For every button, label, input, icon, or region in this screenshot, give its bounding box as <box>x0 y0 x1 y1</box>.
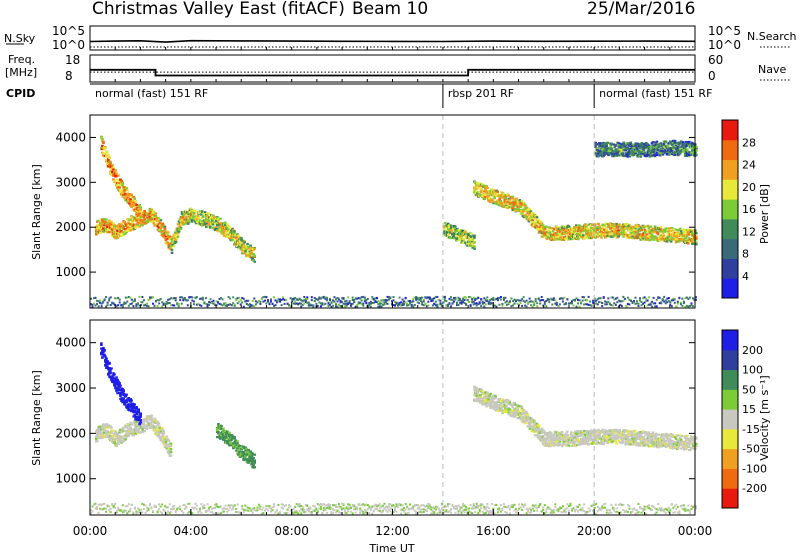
power-colorbar-frame <box>721 119 739 299</box>
vel-colorbar-swatch-6 <box>722 369 738 390</box>
freq-label-line1: Freq. <box>8 53 35 66</box>
xtick-label-4: 16:00 <box>476 524 511 538</box>
power-ylabel: Slant Range [km] <box>30 164 43 260</box>
nsky-label: N.Sky <box>4 32 36 45</box>
power-colorbar-swatch-8 <box>722 120 738 141</box>
xtick-label-6: 00:00 <box>678 524 713 538</box>
power-ytick-0: 1000 <box>55 265 86 279</box>
power-ytick-3: 4000 <box>55 130 86 144</box>
station-title: Christmas Valley East (fitACF) <box>92 0 345 19</box>
vel-feature-3 <box>473 385 698 452</box>
power-colorbar-tick-0: 4 <box>742 270 749 283</box>
power-colorbar-swatch-5 <box>722 179 738 200</box>
xtick-label-0: 00:00 <box>73 524 108 538</box>
vel-colorbar-swatch-7 <box>722 349 738 371</box>
nave-tick-bottom: 0 <box>708 69 716 83</box>
vel-colorbar-tick-2: 50 <box>742 383 756 396</box>
vel-ytick-0: 1000 <box>55 472 86 486</box>
date-label: 25/Mar/2016 <box>587 0 695 19</box>
power-feature-3 <box>442 221 476 250</box>
velocity-colorbar-label: Velocity [m s⁻¹] <box>758 375 771 460</box>
vel-colorbar-tick-3: 15 <box>742 403 756 416</box>
power-feature-4 <box>473 180 698 246</box>
nsearch-tick-top: 10^5 <box>708 24 741 38</box>
velocity-ylabel: Slant Range [km] <box>30 370 43 466</box>
vel-feature-0 <box>95 414 173 457</box>
freq-label-line2: [MHz] <box>5 66 37 79</box>
power-feature-5 <box>594 139 698 158</box>
power-feature-0 <box>95 207 173 251</box>
nsearch-tick-bottom: 10^0 <box>708 38 741 52</box>
power-feature-2 <box>170 207 256 263</box>
freq-tick-bottom: 8 <box>65 69 73 83</box>
power-colorbar-swatch-0 <box>722 278 738 299</box>
vel-ytick-1: 2000 <box>55 426 86 440</box>
power-colorbar-swatch-7 <box>722 139 738 161</box>
power-colorbar-tick-2: 12 <box>742 225 756 238</box>
cpid-segment-1: rbsp 201 RF <box>448 87 514 100</box>
xtick-label-5: 20:00 <box>577 524 612 538</box>
power-colorbar-tick-5: 24 <box>742 159 756 172</box>
nsearch-label: N.Search <box>747 30 797 43</box>
power-colorbar-label: Power [dB] <box>758 184 771 244</box>
cpid-segment-2: normal (fast) 151 RF <box>599 87 712 100</box>
xtick-label-2: 08:00 <box>274 524 309 538</box>
vel-colorbar-swatch-3 <box>722 428 738 450</box>
vel-feature-1 <box>100 342 142 426</box>
vel-ytick-3: 4000 <box>55 336 86 350</box>
cpid-segment-0: normal (fast) 151 RF <box>95 87 208 100</box>
power-colorbar-swatch-3 <box>722 218 738 240</box>
vel-ground-scatter <box>90 502 697 515</box>
nave-label: Nave <box>758 63 786 76</box>
power-feature-1 <box>100 135 142 222</box>
nsky-tick-bottom: 10^0 <box>52 38 85 52</box>
vel-colorbar-tick-4: -15 <box>742 423 760 436</box>
power-colorbar-tick-6: 28 <box>742 136 756 149</box>
vel-colorbar-swatch-2 <box>722 448 738 469</box>
vel-colorbar-swatch-0 <box>722 488 738 509</box>
xtick-label-3: 12:00 <box>375 524 410 538</box>
vel-ytick-2: 3000 <box>55 381 86 395</box>
vel-colorbar-swatch-4 <box>722 409 738 430</box>
vel-colorbar-tick-6: -100 <box>742 462 767 475</box>
vel-colorbar-frame <box>721 329 739 509</box>
power-colorbar-swatch-2 <box>722 238 738 259</box>
vel-colorbar-swatch-8 <box>722 330 738 351</box>
power-colorbar-tick-4: 20 <box>742 181 756 194</box>
power-ytick-2: 3000 <box>55 175 86 189</box>
vel-colorbar-swatch-1 <box>722 468 738 489</box>
vel-colorbar-tick-0: 200 <box>742 344 763 357</box>
vel-colorbar-tick-1: 100 <box>742 364 763 377</box>
power-colorbar-swatch-6 <box>722 159 738 180</box>
power-colorbar-swatch-1 <box>722 258 738 279</box>
xtick-label-1: 04:00 <box>174 524 209 538</box>
nsky-tick-top: 10^5 <box>52 24 85 38</box>
nsky-line <box>89 39 696 43</box>
power-colorbar-swatch-4 <box>722 199 738 220</box>
vel-colorbar-tick-5: -50 <box>742 443 760 456</box>
power-colorbar-tick-3: 16 <box>742 203 756 216</box>
nsky-panel: 10^5 10^0 10^5 10^0 <box>52 24 741 52</box>
power-ground-scatter <box>90 295 697 308</box>
cpid-row: normal (fast) 151 RF rbsp 201 RF normal (f… <box>90 83 712 108</box>
power-panel: 1000 2000 3000 4000 Slant Range [km] 4 8 12 16… <box>30 114 771 309</box>
power-ytick-1: 2000 <box>55 220 86 234</box>
vel-feature-2 <box>216 423 256 469</box>
power-colorbar-tick-1: 8 <box>742 248 749 261</box>
xaxis-label: Time UT <box>368 542 414 554</box>
cpid-label: CPID <box>6 87 35 100</box>
freq-panel: 18 8 60 0 <box>65 53 723 83</box>
nave-tick-top: 60 <box>708 53 723 67</box>
freq-line <box>90 68 695 77</box>
vel-colorbar-tick-7: -200 <box>742 482 767 495</box>
freq-tick-top: 18 <box>65 53 80 67</box>
vel-colorbar-swatch-5 <box>722 389 738 410</box>
beam-label: Beam 10 <box>352 0 428 19</box>
velocity-panel: 1000 2000 3000 4000 Slant Range [km] 200 100… <box>30 319 771 516</box>
